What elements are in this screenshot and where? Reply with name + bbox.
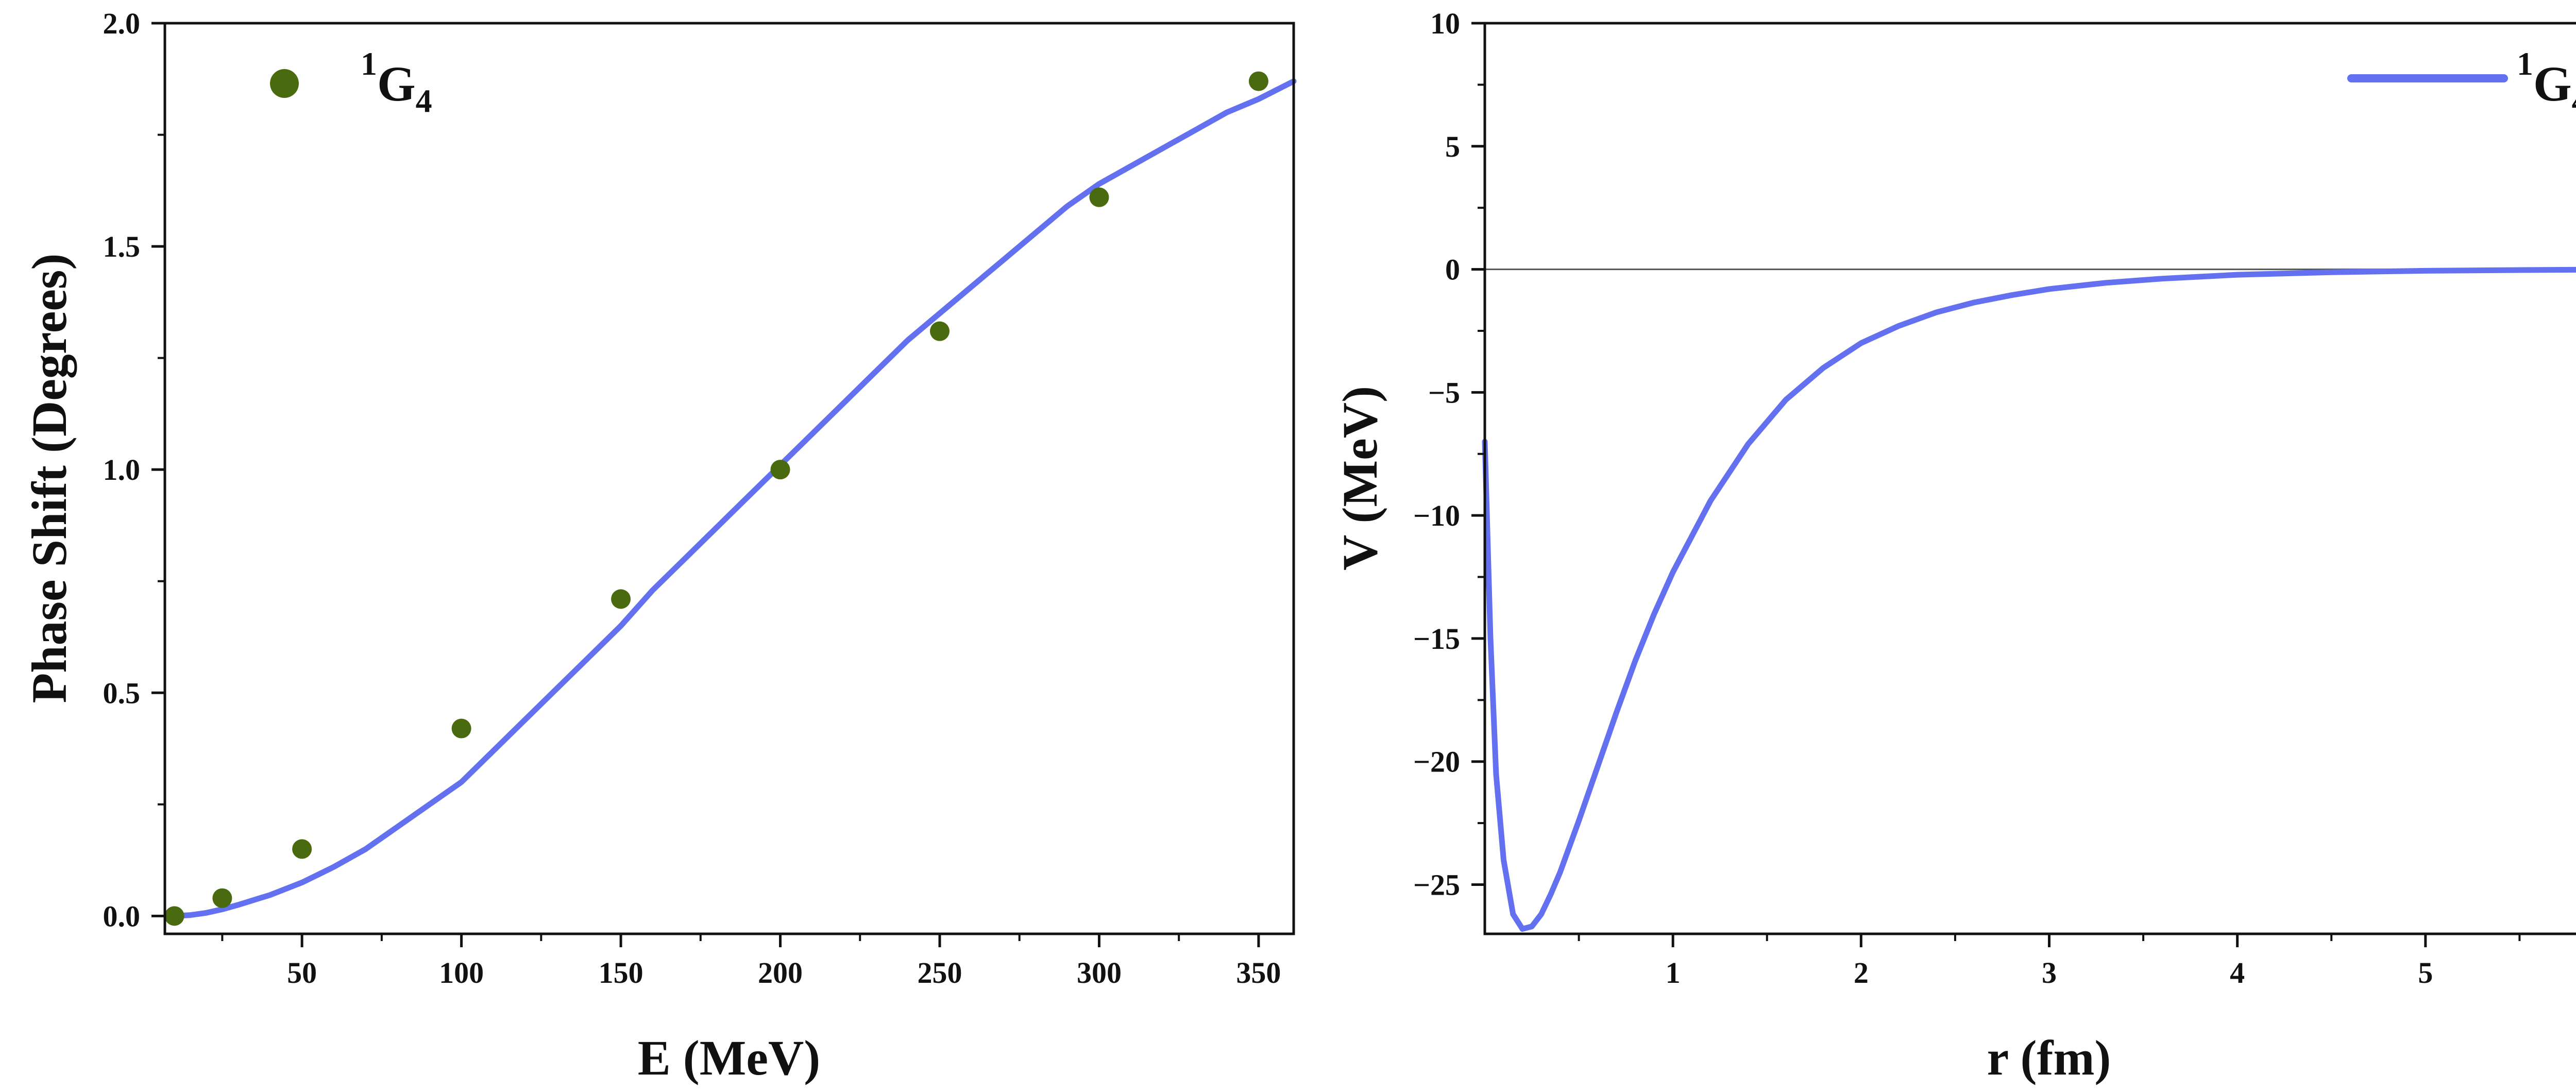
left-x-tick-label: 350 (1236, 956, 1281, 990)
left-fit-curve (172, 78, 1297, 919)
right-y-tick-label: −25 (1413, 868, 1460, 901)
right-potential-curve (1482, 266, 2576, 932)
right-y-axis-title: V (MeV) (1332, 386, 1387, 571)
left-y-tick-label: 0.0 (103, 899, 141, 933)
right-y-tick-label: 0 (1445, 253, 1460, 287)
left-legend-marker (270, 69, 299, 98)
left-x-tick-label: 50 (287, 956, 317, 990)
right-x-tick-label: 2 (1854, 956, 1869, 990)
left-data-point (292, 839, 312, 859)
right-y-tick-label: −10 (1413, 499, 1460, 532)
left-y-tick-label: 2.0 (103, 7, 141, 40)
left-y-axis-title: Phase Shift (Degrees) (22, 254, 77, 703)
left-data-point (929, 321, 950, 341)
left-legend-superscript: 1 (361, 45, 377, 82)
left-y-tick-label: 1.0 (103, 453, 141, 487)
left-x-tick-label: 200 (758, 956, 803, 990)
right-x-tick-label: 3 (2042, 956, 2057, 990)
left-data-point (1089, 187, 1109, 207)
left-x-tick-label: 300 (1077, 956, 1122, 990)
right-x-tick-label: 4 (2230, 956, 2245, 990)
right-x-axis-title: r (fm) (1987, 1030, 2111, 1085)
left-legend-label: 1G4 (361, 45, 432, 119)
right-legend-superscript: 1 (2517, 45, 2533, 82)
left-plot-content (164, 71, 1297, 926)
right-y-tick-label: −15 (1413, 622, 1460, 656)
left-legend-letter: G (377, 56, 416, 111)
left-y-tick-label: 1.5 (103, 230, 141, 263)
left-data-point (164, 906, 184, 926)
left-data-point (770, 460, 790, 480)
right-y-tick-label: −5 (1428, 376, 1460, 409)
left-x-axis-title: E (MeV) (638, 1030, 821, 1085)
right-legend-subscript: 4 (2572, 82, 2576, 119)
right-y-tick-label: 5 (1445, 130, 1460, 163)
left-plot-frame (163, 22, 1295, 935)
left-data-point (451, 718, 471, 739)
left-chart-panel: 50 100 150 200 250 300 350 0.0 0.5 1.0 1.5 2.0 E (M… (22, 7, 1297, 1085)
left-legend-subscript: 4 (416, 82, 432, 119)
right-y-tick-label: −20 (1413, 745, 1460, 779)
left-data-point (611, 589, 631, 609)
right-y-tick-label: 10 (1430, 7, 1460, 40)
left-legend: 1G4 (270, 45, 432, 119)
left-y-tick-label: 0.5 (103, 676, 141, 710)
left-axis-ticks: 50 100 150 200 250 300 350 0.0 0.5 1.0 1.5 2.0 (103, 7, 1281, 990)
right-x-tick-label: 5 (2418, 956, 2433, 990)
left-data-point (212, 888, 232, 908)
left-x-tick-label: 100 (439, 956, 484, 990)
right-plot-content (1482, 266, 2576, 932)
right-x-tick-label: 1 (1666, 956, 1681, 990)
left-data-point (1248, 71, 1268, 91)
right-legend: 1G4 (2347, 45, 2576, 119)
left-x-tick-label: 250 (917, 956, 962, 990)
left-x-tick-label: 150 (599, 956, 643, 990)
right-legend-label: 1G4 (2517, 45, 2576, 119)
right-legend-letter: G (2533, 56, 2572, 111)
